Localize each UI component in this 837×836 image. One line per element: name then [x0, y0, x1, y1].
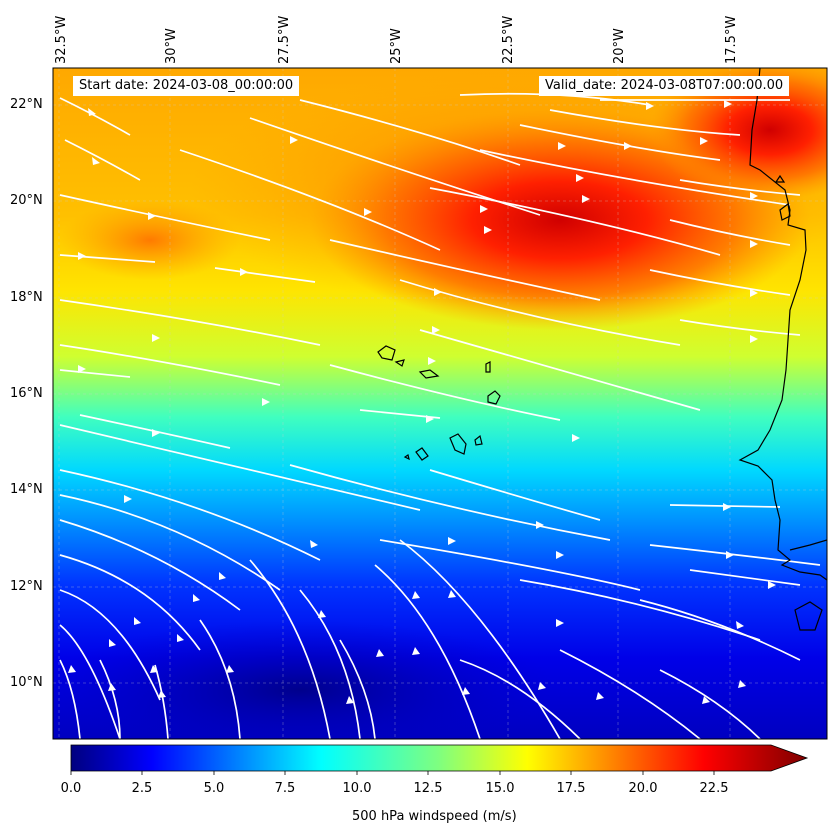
colorbar-tick-label: 5.0	[203, 781, 225, 796]
colorbar-tick-label: 7.5	[274, 781, 296, 796]
lat-label-16n: 16°N	[10, 386, 43, 401]
lon-label-27-5w: 27.5°W	[277, 15, 292, 64]
lat-label-22n: 22°N	[10, 97, 43, 112]
colorbar-ticks	[70, 771, 715, 775]
colorbar-tick-label: 22.5	[699, 781, 729, 796]
lat-label-20n: 20°N	[10, 193, 43, 208]
coastline	[377, 68, 827, 631]
colorbar-tick-label: 15.0	[485, 781, 515, 796]
colorbar-tick-label: 12.5	[413, 781, 443, 796]
colorbar-bar	[70, 744, 809, 772]
colorbar-tick-label: 2.5	[131, 781, 153, 796]
lat-label-10n: 10°N	[10, 675, 43, 690]
colorbar-tick-label: 0.0	[60, 781, 82, 796]
streamlines	[59, 92, 821, 739]
colorbar	[70, 744, 809, 775]
colorbar-label: 500 hPa windspeed (m/s)	[352, 809, 517, 824]
lon-label-32-5w: 32.5°W	[54, 15, 69, 64]
gridlines	[53, 68, 827, 739]
windspeed-field	[53, 68, 827, 739]
lon-label-25w: 25°W	[389, 28, 404, 64]
colorbar-tick-label: 20.0	[628, 781, 658, 796]
lat-label-12n: 12°N	[10, 579, 43, 594]
lon-label-20w: 20°W	[612, 28, 627, 64]
lon-label-22-5w: 22.5°W	[501, 15, 516, 64]
lat-label-14n: 14°N	[10, 482, 43, 497]
lon-label-17-5w: 17.5°W	[724, 15, 739, 64]
map-frame	[52, 67, 828, 740]
colorbar-tick-label: 17.5	[556, 781, 586, 796]
colorbar-tick-label: 10.0	[342, 781, 372, 796]
lat-label-18n: 18°N	[10, 290, 43, 305]
start-date-label: Start date: 2024-03-08_00:00:00	[73, 76, 300, 96]
streamline-arrows	[68, 100, 776, 704]
valid-date-label: Valid_date: 2024-03-08T07:00:00.00	[539, 76, 790, 96]
lon-label-30w: 30°W	[164, 28, 179, 64]
